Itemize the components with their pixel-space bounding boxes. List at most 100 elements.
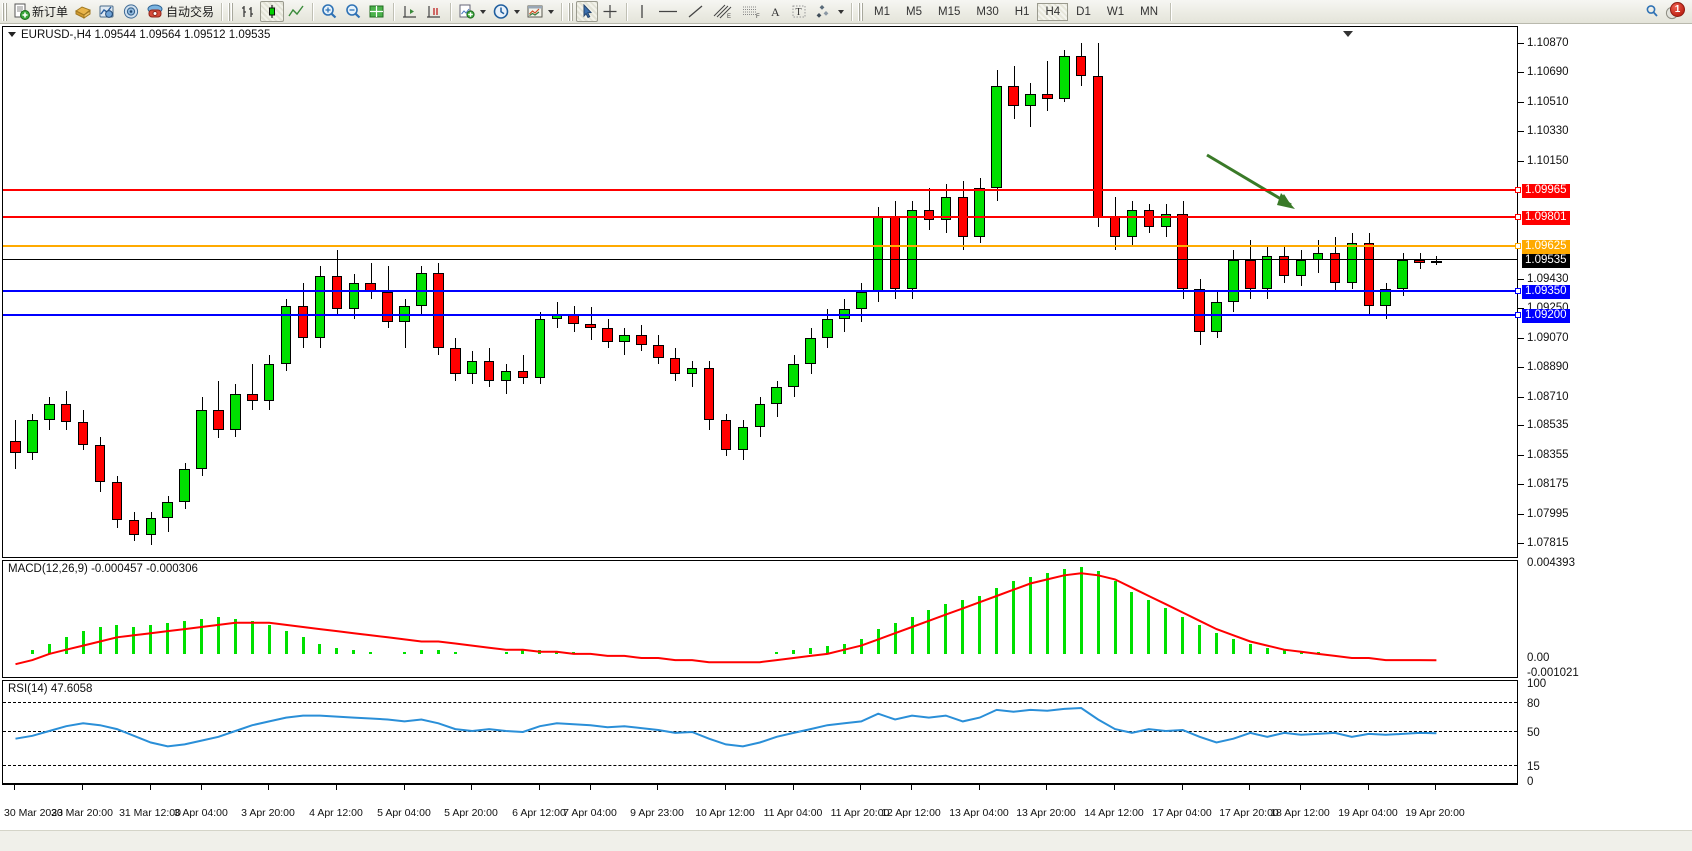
time-tick [1368,785,1369,790]
crosshair-button[interactable] [598,1,622,22]
equidistant-channel-button[interactable]: E [709,1,737,22]
zoom-out-button[interactable] [341,1,365,22]
timeframe-d1-button[interactable]: D1 [1068,3,1099,21]
price-tag-1-09801[interactable]: 1.09801 [1522,210,1570,225]
candle-bearish [60,403,72,422]
timeframe-label: H4 [1045,5,1061,18]
candle-bullish [145,518,157,535]
level-line-resistance-2[interactable] [3,187,1521,193]
chart-menu-caret[interactable] [1343,31,1353,37]
new-order-button[interactable]: 新订单 [10,1,71,22]
toolbar-grip-3[interactable] [568,2,574,21]
period-dropdown-caret[interactable] [514,9,521,14]
objects-button[interactable] [811,1,837,22]
level-line-pivot[interactable] [3,242,1521,249]
indicators-button[interactable] [455,1,479,22]
level-line-resistance-1[interactable] [3,213,1521,220]
level-handle[interactable] [1515,312,1521,319]
price-tag-1-09625[interactable]: 1.09625 [1522,239,1570,254]
toolbar-grip[interactable] [2,2,7,21]
price-pane[interactable]: EURUSD-,H4 1.09544 1.09564 1.09512 1.095… [2,26,1521,558]
bar-chart-button[interactable] [236,1,260,22]
navigator-button[interactable] [119,1,143,22]
rsi-axis-label: 80 [1527,697,1540,710]
autoscroll-button[interactable] [422,1,446,22]
timeframe-mn-button[interactable]: MN [1132,3,1166,21]
price-axis[interactable]: 1.10870 1.10690 1.10510 1.10330 1.10150 1.094… [1518,26,1692,788]
objects-dropdown-caret[interactable] [838,9,845,14]
candle-bullish [1059,56,1070,100]
chart-layout-button[interactable] [365,1,389,22]
macd-bar [538,649,542,654]
line-chart-button[interactable] [284,1,308,22]
autotrading-button[interactable]: 自动交易 [143,1,217,22]
market-watch-button[interactable] [95,1,119,22]
fibonacci-button[interactable]: F [737,1,765,22]
zoom-in-button[interactable] [317,1,341,22]
toolbar-separator-1 [221,2,223,21]
text-button[interactable]: A [765,1,787,22]
macd-bar [30,649,34,654]
macd-bar [81,631,85,654]
candle-bearish [382,292,393,322]
candle-bullish [1211,302,1222,332]
alerts-button[interactable]: 1 [1664,1,1686,22]
timeframe-h1-button[interactable]: H1 [1007,3,1038,21]
search-icon [1646,5,1658,17]
cursor-button[interactable] [576,1,599,22]
candle-bearish [77,421,89,445]
timeframe-h4-button[interactable]: H4 [1037,2,1069,21]
vertical-line-button[interactable] [631,1,653,22]
price-tag-1-09200[interactable]: 1.09200 [1522,309,1570,324]
candle-bearish [703,367,715,421]
candlestick-chart-button[interactable] [260,1,285,22]
templates-button[interactable] [523,1,547,22]
rsi-level-80 [3,702,1517,704]
price-tag-1-09965[interactable]: 1.09965 [1522,184,1570,198]
timeframe-m15-button[interactable]: M15 [930,3,968,21]
period-button[interactable] [489,1,513,22]
toolbar-grip-4[interactable] [858,2,864,21]
toolbar-grip-2[interactable] [228,2,234,21]
expert-advisors-button[interactable] [71,1,95,22]
macd-pane[interactable]: MACD(12,26,9) -0.000457 -0.000306 [2,560,1518,678]
rsi-pane[interactable]: RSI(14) 47.6058 [2,680,1518,784]
chart-shift-button[interactable] [398,1,422,22]
market-watch-icon [99,5,114,18]
level-handle[interactable] [1515,187,1521,193]
level-line-support-2[interactable] [3,312,1521,319]
time-axis[interactable]: 30 Mar 2023 30 Mar 20:00 31 Mar 12:00 3 Apr… [2,784,1518,824]
indicators-dropdown-caret[interactable] [480,9,487,14]
timeframe-m1-button[interactable]: M1 [866,3,898,21]
candle-bullish [1025,94,1036,106]
level-line-support-1[interactable] [3,287,1521,294]
candle-bearish [517,371,529,378]
timeframe-m30-button[interactable]: M30 [968,3,1006,21]
level-handle[interactable] [1515,242,1521,249]
level-handle[interactable] [1515,287,1521,294]
rsi-line [15,706,1437,748]
price-tag-1-09350[interactable]: 1.09350 [1522,284,1570,299]
price-tag-1-09535[interactable]: 1.09535 [1522,254,1570,269]
candle-bearish [247,393,258,401]
search-button[interactable] [1640,1,1664,22]
trendline-button[interactable] [683,1,709,22]
timeframe-w1-button[interactable]: W1 [1099,3,1132,21]
candle-bullish [44,403,55,421]
horizontal-scrollbar[interactable] [0,830,1692,851]
macd-bar [1147,600,1151,654]
text-label-button[interactable]: T [787,1,811,22]
level-handle[interactable] [1515,213,1521,220]
collapse-icon[interactable] [8,32,16,37]
templates-dropdown-caret[interactable] [548,9,555,14]
horizontal-line-button[interactable] [653,1,683,22]
candle-wick [218,380,219,439]
timeframe-m5-button[interactable]: M5 [898,3,930,21]
macd-axis-label: 0.004393 [1527,557,1575,569]
level-line-current-price[interactable] [3,259,1517,261]
macd-label: MACD(12,26,9) -0.000457 -0.000306 [8,563,198,575]
candle-bullish [686,367,698,375]
candle-bullish [974,187,985,237]
timeframe-label: D1 [1076,5,1091,18]
chart-workspace: EURUSD-,H4 1.09544 1.09564 1.09512 1.095… [0,24,1692,851]
